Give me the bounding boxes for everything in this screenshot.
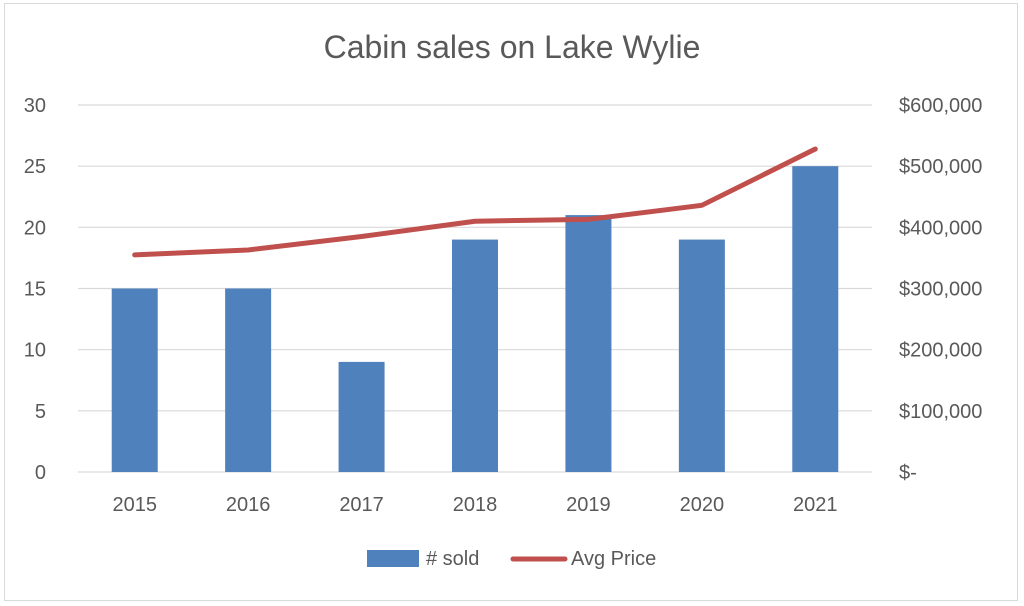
legend-label-sold: # sold: [426, 548, 479, 570]
right-tick-label: $400,000: [899, 217, 982, 239]
left-tick-label: 15: [24, 279, 46, 301]
bar: [678, 239, 725, 472]
right-tick-label: $200,000: [899, 340, 982, 362]
gridlines: [78, 104, 872, 473]
right-tick-label: $100,000: [899, 401, 982, 423]
bar: [792, 166, 839, 472]
bar: [565, 215, 612, 472]
line-series: [132, 146, 818, 258]
chart-title: Cabin sales on Lake Wylie: [324, 29, 701, 65]
bar: [111, 288, 158, 472]
left-axis: 0 5 10 15 20 25 30: [24, 95, 46, 484]
x-tick-label: 2019: [566, 494, 611, 516]
legend-label-avg-price: Avg Price: [571, 548, 656, 570]
x-tick-label: 2020: [680, 494, 725, 516]
bar: [338, 361, 385, 472]
right-tick-label: $300,000: [899, 279, 982, 301]
right-tick-label: $600,000: [899, 95, 982, 117]
bar-series: [111, 166, 839, 472]
x-tick-label: 2016: [226, 494, 271, 516]
right-tick-label: $-: [899, 462, 917, 484]
legend-bar-swatch: [367, 550, 419, 567]
left-tick-label: 25: [24, 156, 46, 178]
x-tick-label: 2015: [112, 494, 157, 516]
chart-frame: [4, 3, 1018, 601]
x-axis: 2015 2016 2017 2018 2019 2020 2021: [112, 494, 837, 516]
line-series-path: [132, 146, 818, 258]
bar: [225, 288, 272, 472]
left-tick-label: 20: [24, 217, 46, 239]
left-tick-label: 30: [24, 95, 46, 117]
left-tick-label: 10: [24, 340, 46, 362]
left-tick-label: 0: [35, 462, 46, 484]
legend: # sold Avg Price: [367, 548, 656, 570]
right-axis: $- $100,000 $200,000 $300,000 $400,000 $500,0…: [899, 95, 982, 484]
x-tick-label: 2018: [453, 494, 498, 516]
right-tick-label: $500,000: [899, 156, 982, 178]
x-tick-label: 2021: [793, 494, 838, 516]
bar: [452, 239, 498, 472]
left-tick-label: 5: [35, 401, 46, 423]
x-tick-label: 2017: [339, 494, 384, 516]
